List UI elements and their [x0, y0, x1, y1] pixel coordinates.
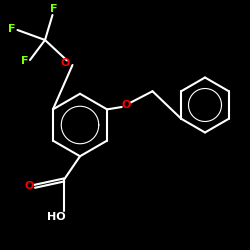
- Text: F: F: [8, 24, 16, 34]
- Text: O: O: [25, 181, 34, 191]
- Text: O: O: [61, 58, 70, 68]
- Text: HO: HO: [48, 212, 66, 222]
- Text: F: F: [50, 4, 58, 15]
- Text: O: O: [122, 100, 131, 110]
- Text: F: F: [21, 56, 28, 66]
